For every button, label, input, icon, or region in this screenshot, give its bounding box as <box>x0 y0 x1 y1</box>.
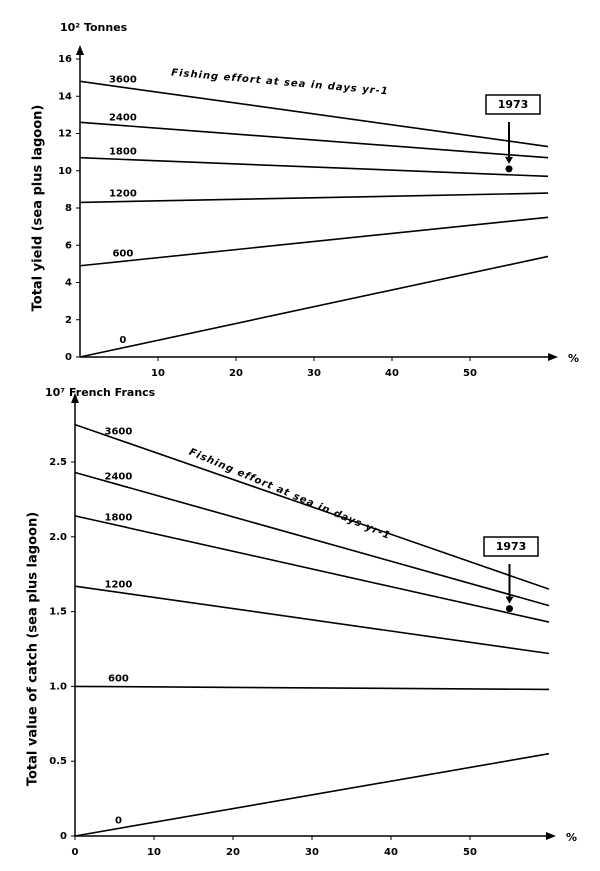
series-label: 2400 <box>105 472 133 483</box>
y-axis-label: Total value of catch (sea plus lagoon) <box>26 512 41 786</box>
y-axis-label: Total yield (sea plus lagoon) <box>31 105 46 312</box>
highlight-arrowhead <box>505 596 514 604</box>
series-line <box>74 585 550 655</box>
y-tick-label: 14 <box>58 91 72 102</box>
series-line <box>74 471 550 607</box>
x-tick-label: 40 <box>384 847 398 858</box>
x-axis-label: % <box>568 352 579 365</box>
x-tick-label: 20 <box>226 847 240 858</box>
y-tick-label: 1.0 <box>49 681 67 692</box>
series-label: 600 <box>112 248 133 259</box>
highlight-box <box>485 94 541 115</box>
highlight-point <box>505 165 513 173</box>
series-line <box>79 255 549 358</box>
series-line <box>74 752 550 837</box>
highlight-box <box>483 536 539 557</box>
y-tick-label: 12 <box>58 129 72 140</box>
series-label: 1800 <box>105 513 133 524</box>
series-line <box>79 121 549 159</box>
series-line <box>79 156 549 178</box>
chart-title: 10² Tonnes <box>60 21 128 34</box>
x-axis-label: % <box>566 831 577 844</box>
x-tick-label: 0 <box>72 847 79 858</box>
x-tick-label: 50 <box>463 847 477 858</box>
chart: % 10⁷ French Francs Total value of catch (… <box>26 386 578 858</box>
series-label: 2400 <box>109 113 137 124</box>
series-line <box>79 192 549 204</box>
y-tick-label: 1.5 <box>49 607 67 618</box>
x-axis-arrow <box>548 353 558 361</box>
y-tick-label: 4 <box>65 278 72 289</box>
series-line <box>79 216 549 267</box>
x-tick-label: 50 <box>463 368 477 379</box>
y-tick-label: 8 <box>65 203 72 214</box>
x-tick-label: 30 <box>305 847 319 858</box>
y-tick-label: 2 <box>65 315 72 326</box>
y-tick-label: 0.5 <box>49 756 67 767</box>
x-tick-label: 30 <box>307 368 321 379</box>
series-label: 0 <box>119 335 126 346</box>
y-axis-arrow <box>71 393 79 403</box>
x-axis-arrow <box>546 832 556 840</box>
series-line <box>74 685 550 691</box>
y-tick-label: 0 <box>60 831 67 842</box>
series-label: 1200 <box>105 579 133 590</box>
series-line <box>79 80 549 148</box>
annotation: Fishing effort at sea in days yr-1 <box>187 447 392 542</box>
highlight-label: 1973 <box>496 540 527 553</box>
highlight-arrowhead <box>505 156 513 164</box>
highlight-label: 1973 <box>498 98 529 111</box>
series-label: 3600 <box>109 74 137 85</box>
y-tick-label: 6 <box>65 240 72 251</box>
y-tick-label: 16 <box>58 54 72 65</box>
series-line <box>74 423 550 590</box>
annotation: Fishing effort at sea in days yr-1 <box>171 68 389 98</box>
y-tick-label: 0 <box>65 352 72 363</box>
x-tick-label: 20 <box>229 368 243 379</box>
y-tick-label: 2.0 <box>49 532 67 543</box>
series-label: 600 <box>108 674 129 685</box>
series-line <box>74 515 550 623</box>
x-tick-label: 10 <box>151 368 165 379</box>
highlight-point <box>506 605 513 613</box>
x-tick-label: 40 <box>385 368 399 379</box>
series-label: 1200 <box>109 189 137 200</box>
y-axis-arrow <box>76 45 84 55</box>
chart: % 10² Tonnes Total yield (sea plus lagoon)… <box>31 21 580 379</box>
y-tick-label: 10 <box>58 166 72 177</box>
x-tick-label: 10 <box>147 847 161 858</box>
y-tick-label: 2.5 <box>49 457 67 468</box>
series-label: 1800 <box>109 146 137 157</box>
series-label: 3600 <box>105 427 133 438</box>
chart-title: 10⁷ French Francs <box>45 386 156 399</box>
series-label: 0 <box>115 815 122 826</box>
